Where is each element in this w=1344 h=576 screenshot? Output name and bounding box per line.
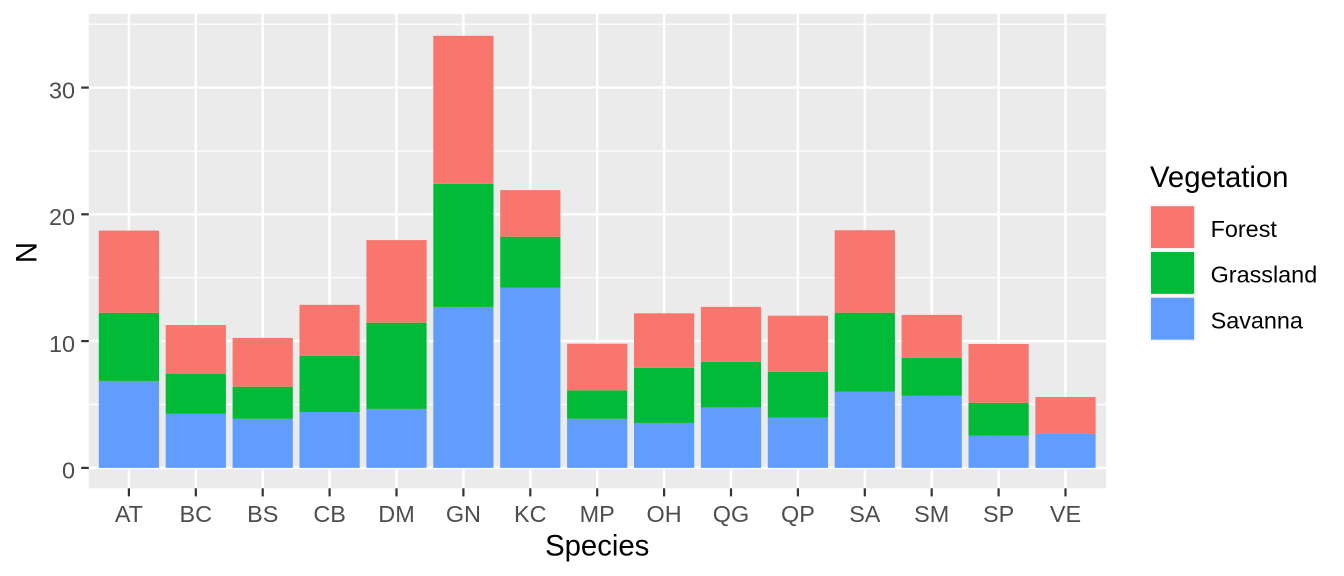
svg-text:Forest: Forest	[1211, 216, 1278, 242]
svg-text:AT: AT	[115, 501, 143, 527]
svg-text:GN: GN	[446, 501, 481, 527]
svg-text:Grassland: Grassland	[1211, 262, 1318, 288]
svg-text:Species: Species	[545, 530, 649, 563]
svg-text:QG: QG	[713, 501, 749, 527]
svg-text:Vegetation: Vegetation	[1150, 161, 1288, 194]
svg-text:0: 0	[62, 458, 75, 484]
svg-text:MP: MP	[580, 501, 615, 527]
svg-text:30: 30	[49, 77, 75, 103]
svg-text:BS: BS	[247, 501, 278, 527]
svg-text:20: 20	[49, 204, 75, 230]
svg-text:BC: BC	[180, 501, 213, 527]
svg-text:CB: CB	[313, 501, 346, 527]
svg-text:OH: OH	[647, 501, 682, 527]
svg-text:SP: SP	[983, 501, 1014, 527]
svg-text:Savanna: Savanna	[1211, 307, 1304, 333]
svg-text:KC: KC	[514, 501, 547, 527]
svg-text:10: 10	[49, 331, 75, 357]
svg-text:DM: DM	[378, 501, 414, 527]
svg-text:N: N	[11, 242, 44, 263]
svg-text:VE: VE	[1050, 501, 1081, 527]
svg-text:SM: SM	[914, 501, 949, 527]
svg-text:QP: QP	[781, 501, 815, 527]
svg-text:SA: SA	[849, 501, 881, 527]
